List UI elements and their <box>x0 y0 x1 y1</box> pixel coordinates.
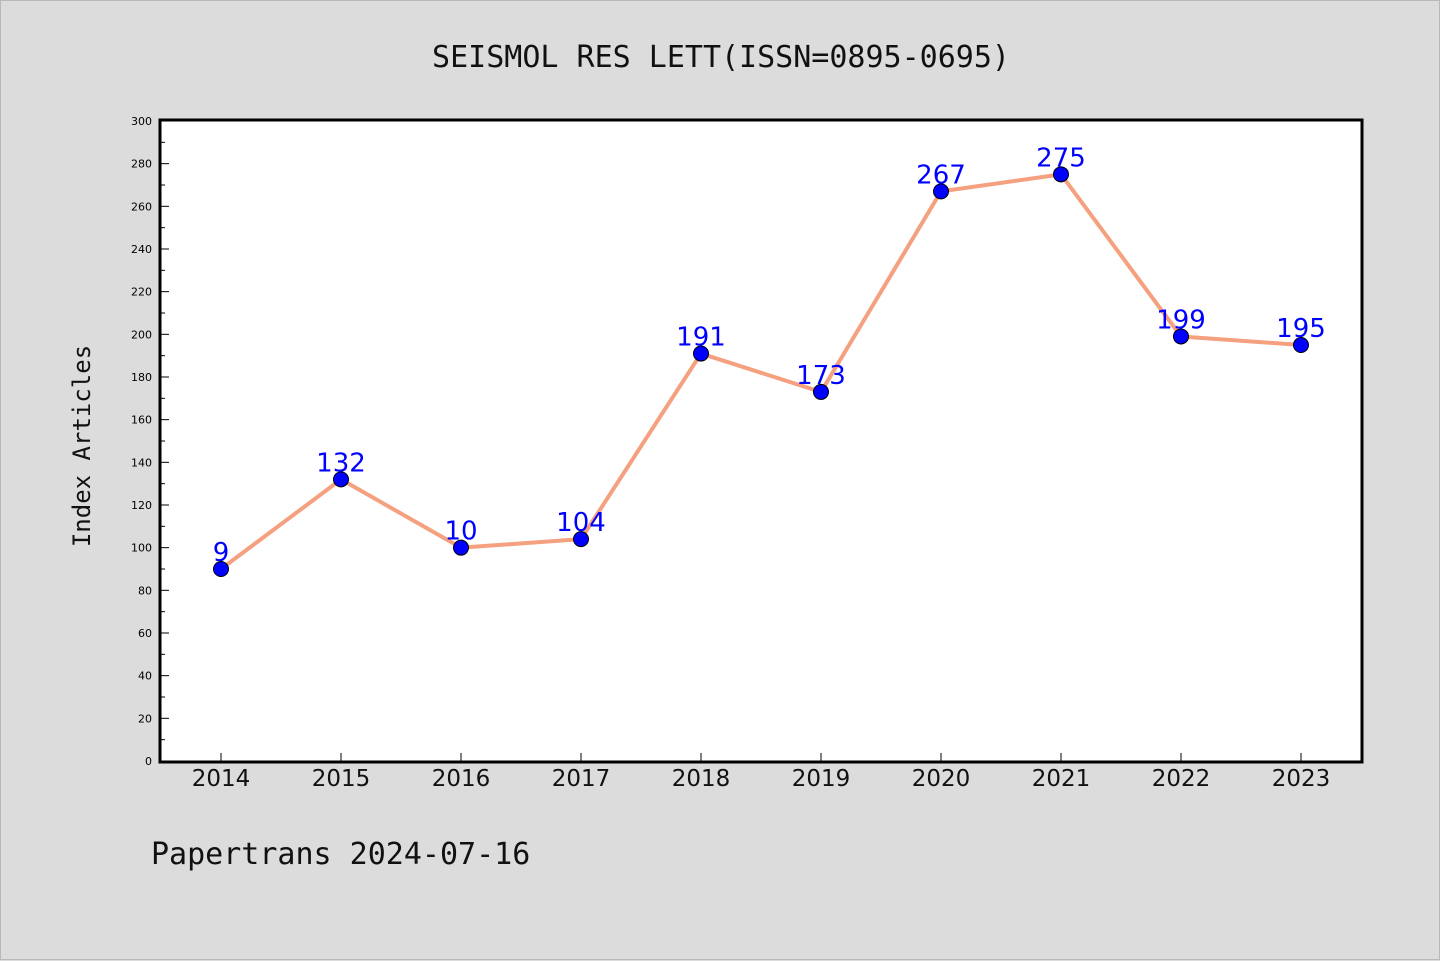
y-tick-label: 20 <box>138 712 152 725</box>
x-tick-label: 2019 <box>792 766 851 792</box>
y-tick-label: 280 <box>131 158 152 171</box>
data-point-marker <box>453 539 469 556</box>
series-line <box>219 172 1303 571</box>
data-point-label: 104 <box>556 508 606 538</box>
y-tick-label: 240 <box>131 243 152 256</box>
y-tick-label: 140 <box>131 456 152 469</box>
y-tick-label: 180 <box>131 371 152 384</box>
footer-credit: Papertrans 2024-07-16 <box>151 837 530 872</box>
y-tick-label: 300 <box>131 115 152 128</box>
data-point-label: 9 <box>213 538 230 568</box>
data-point-marker <box>813 383 829 400</box>
data-point-label: 267 <box>916 160 966 190</box>
y-tick-label: 100 <box>131 542 152 555</box>
data-point-label: 132 <box>316 448 366 478</box>
y-tick-label: 120 <box>131 499 152 512</box>
x-tick-label: 2023 <box>1272 766 1331 792</box>
data-point-marker <box>693 345 709 362</box>
x-axis: 2014 2015 2016 2017 2018 2019 2020 2021 2022 2023 <box>192 753 1331 792</box>
y-tick-label: 260 <box>131 200 152 213</box>
y-tick-label: 220 <box>131 286 152 299</box>
y-tick-label: 0 <box>145 755 152 768</box>
x-tick-label: 2018 <box>672 766 731 792</box>
y-tick-label: 80 <box>138 584 152 597</box>
data-point-marker <box>213 561 229 577</box>
data-point-label: 191 <box>676 323 726 353</box>
data-point-label: 10 <box>444 517 477 547</box>
data-point-marker <box>933 183 949 200</box>
data-point-marker <box>1053 166 1069 183</box>
y-tick-label: 40 <box>138 670 152 683</box>
y-axis-label: Index Articles <box>68 345 96 547</box>
data-point-label: 199 <box>1156 305 1206 335</box>
y-tick-label: 200 <box>131 328 152 341</box>
data-point-label: 195 <box>1276 314 1326 344</box>
x-tick-label: 2021 <box>1032 766 1091 792</box>
x-tick-label: 2014 <box>192 766 251 792</box>
data-point-label: 275 <box>1036 143 1086 173</box>
chart-title: SEISMOL RES LETT(ISSN=0895-0695) <box>432 40 1010 75</box>
data-point-marker <box>1293 337 1309 353</box>
x-tick-label: 2017 <box>552 766 611 792</box>
data-point-marker <box>573 531 589 548</box>
data-labels: 9 132 10 104 191 173 267 275 199 195 <box>213 143 1326 568</box>
data-point-marker <box>1173 328 1189 345</box>
x-tick-label: 2022 <box>1152 766 1211 792</box>
plot-area <box>158 118 1364 764</box>
x-tick-label: 2020 <box>912 766 971 792</box>
x-tick-label: 2016 <box>432 766 491 792</box>
y-tick-label: 60 <box>138 627 152 640</box>
x-tick-label: 2015 <box>312 766 371 792</box>
data-point-label: 173 <box>796 361 846 391</box>
y-axis: 0 20 40 60 80 100 120 140 160 180 200 220 240 260 280 3… <box>131 115 169 768</box>
data-points <box>213 166 1309 577</box>
data-point-marker <box>333 471 349 488</box>
y-tick-label: 160 <box>131 414 152 427</box>
